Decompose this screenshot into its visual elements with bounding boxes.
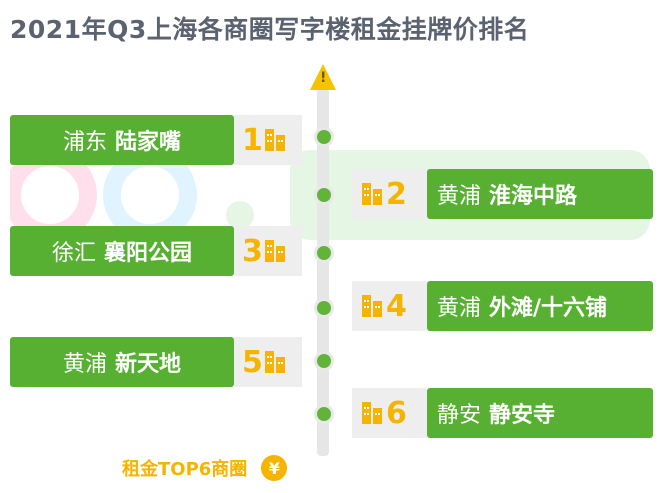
ranking-item-5: 黄浦 新天地 <box>10 337 234 387</box>
timeline-dot-3 <box>314 243 334 263</box>
rank-badge-6: 6 <box>352 388 427 438</box>
timeline-dot-1 <box>314 127 334 147</box>
district-label: 黄浦 <box>437 184 482 209</box>
ranking-item-3: 徐汇 襄阳公园 <box>10 226 234 276</box>
area-label: 陆家嘴 <box>115 130 182 155</box>
rank-number: 3 <box>242 233 263 269</box>
area-label: 外滩/十六铺 <box>489 296 608 321</box>
rank-badge-2: 2 <box>352 169 427 219</box>
timeline-dot-5 <box>314 351 334 371</box>
footer-label: 租金TOP6商圈 <box>122 459 248 480</box>
ranking-item-4: 黄浦 外滩/十六铺 <box>427 281 653 331</box>
area-label: 静安寺 <box>489 403 556 428</box>
yen-coin-icon: ¥ <box>261 455 288 481</box>
building-icon <box>264 129 287 151</box>
timeline-dot-4 <box>314 298 334 318</box>
ranking-item-6: 静安 静安寺 <box>427 388 653 438</box>
building-icon <box>362 183 384 205</box>
rank-number: 4 <box>386 288 407 324</box>
ranking-item-1: 浦东 陆家嘴 <box>10 115 234 165</box>
building-icon <box>264 351 287 373</box>
district-label: 静安 <box>437 403 482 428</box>
rank-badge-3: 3 <box>234 226 302 276</box>
district-label: 徐汇 <box>51 241 96 266</box>
building-icon <box>362 402 384 424</box>
building-icon <box>264 240 287 262</box>
timeline-dot-2 <box>314 185 334 205</box>
page-title: 2021年Q3上海各商圈写字楼租金挂牌价排名 <box>10 15 530 44</box>
area-label: 淮海中路 <box>489 184 578 209</box>
rank-badge-5: 5 <box>234 337 302 387</box>
rank-badge-1: 1 <box>234 115 302 165</box>
district-label: 黄浦 <box>437 296 482 321</box>
footer-caption: 租金TOP6商圈 ¥ <box>122 452 288 484</box>
rank-number: 1 <box>242 122 263 158</box>
rank-number: 6 <box>386 395 407 431</box>
district-label: 黄浦 <box>62 352 107 377</box>
area-label: 襄阳公园 <box>104 241 193 266</box>
rank-badge-4: 4 <box>352 281 427 331</box>
rank-number: 2 <box>386 176 407 212</box>
area-label: 新天地 <box>115 352 182 377</box>
ranking-item-2: 黄浦 淮海中路 <box>427 169 653 219</box>
timeline-dot-6 <box>314 404 334 424</box>
building-icon <box>362 295 384 317</box>
up-arrow-icon <box>310 64 336 90</box>
rank-number: 5 <box>242 344 263 380</box>
district-label: 浦东 <box>62 130 107 155</box>
